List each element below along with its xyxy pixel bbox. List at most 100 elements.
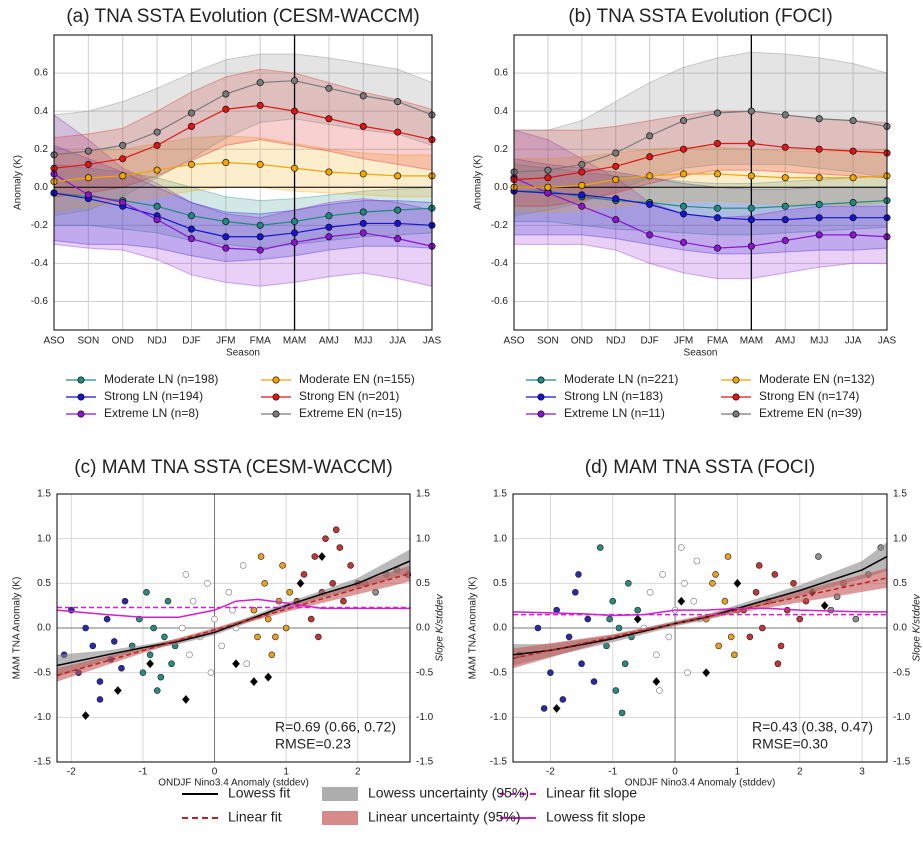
data-point	[110, 638, 118, 645]
legend-label: Moderate EN (n=155)	[299, 372, 415, 386]
data-point	[790, 580, 797, 587]
y-tick-label: -1.0	[34, 712, 52, 723]
data-point	[606, 615, 613, 623]
data-point	[659, 571, 666, 578]
x-tick-label: -1	[138, 767, 147, 778]
data-point	[827, 606, 835, 614]
annotation: RMSE=0.23	[275, 736, 351, 752]
data-point	[84, 191, 92, 199]
data-point	[139, 669, 147, 676]
y2-tick-label: -0.5	[893, 667, 911, 678]
x-tick-label: JFM	[674, 336, 693, 347]
x-axis-label: ONDJF Nino3.4 Anomaly (stddev)	[625, 778, 776, 789]
data-point	[612, 162, 620, 170]
data-point	[781, 174, 789, 182]
data-point	[612, 176, 620, 184]
series-line	[513, 177, 888, 249]
data-point	[713, 170, 721, 178]
data-point	[143, 588, 150, 596]
data-point	[578, 660, 585, 668]
y-tick-label: -1.5	[34, 757, 52, 768]
x-tick-label: MJJ	[810, 336, 828, 347]
data-point	[84, 160, 92, 168]
x-tick-label: ASO	[503, 336, 524, 347]
y-tick-label: -0.5	[490, 667, 508, 678]
data-point	[261, 580, 268, 587]
data-point	[733, 578, 742, 588]
data-point	[96, 678, 104, 685]
data-point	[575, 571, 582, 578]
data-point	[612, 149, 620, 157]
data-point	[646, 231, 654, 239]
data-point	[612, 195, 620, 203]
legend-label: Extreme EN (n=39)	[759, 406, 862, 420]
data-point	[179, 624, 186, 632]
data-point	[232, 659, 240, 669]
legend-label: Moderate LN (n=198)	[104, 372, 218, 386]
data-point	[256, 79, 264, 87]
y-tick-label: 0.0	[494, 182, 508, 193]
data-point	[752, 588, 760, 596]
data-point	[296, 578, 305, 588]
data-point	[680, 170, 688, 178]
data-point	[680, 117, 688, 125]
data-point	[150, 624, 157, 632]
y-tick-label: 0.5	[493, 578, 507, 589]
data-point	[713, 204, 721, 212]
legend-swatch	[77, 410, 85, 418]
data-point	[653, 651, 660, 659]
data-point	[394, 206, 402, 214]
data-point	[781, 202, 789, 210]
y2-axis-label: Slope K/stddev	[912, 593, 923, 661]
data-point	[119, 141, 127, 149]
data-point	[187, 122, 195, 130]
legend-label: Moderate EN (n=132)	[759, 372, 875, 386]
data-point	[359, 229, 367, 237]
data-point	[684, 669, 691, 676]
annotation: RMSE=0.30	[752, 736, 828, 752]
data-point	[820, 601, 829, 611]
data-point	[781, 237, 789, 245]
y-tick-label: -0.4	[491, 258, 509, 269]
x-tick-label: 3	[859, 767, 865, 778]
series-line	[53, 161, 432, 183]
data-point	[656, 687, 663, 694]
x-tick-label: -2	[67, 767, 76, 778]
y-tick-label: -0.2	[31, 220, 49, 231]
data-point	[544, 183, 552, 191]
x-tick-label: 0	[212, 767, 218, 778]
x-tick-label: NDJ	[147, 336, 166, 347]
fit-line	[56, 598, 410, 619]
data-point	[680, 145, 688, 153]
x-tick-label: 2	[797, 767, 803, 778]
data-point	[852, 615, 860, 623]
data-point	[300, 571, 308, 578]
x-tick-label: MAM	[740, 336, 763, 347]
legend-swatch	[272, 410, 280, 418]
data-point	[540, 705, 548, 712]
x-tick-label: JJA	[389, 336, 406, 347]
fit-line	[56, 560, 411, 667]
data-point	[256, 246, 264, 254]
data-point	[359, 92, 367, 100]
data-point	[359, 170, 367, 178]
data-point	[187, 160, 195, 168]
data-point	[612, 216, 620, 224]
y2-axis-label: Slope K/stddev	[435, 593, 446, 661]
data-point	[291, 229, 299, 237]
y-tick-label: -0.5	[34, 667, 52, 678]
y2-tick-label: 0.0	[893, 623, 907, 634]
legend-swatch	[537, 410, 545, 418]
data-point	[547, 669, 554, 676]
data-point	[161, 633, 168, 641]
data-point	[325, 168, 333, 176]
data-point	[168, 660, 175, 668]
data-point	[222, 159, 230, 167]
data-point	[774, 660, 782, 668]
data-point	[81, 711, 90, 721]
y-tick-label: 0.5	[37, 578, 51, 589]
chart-title: (c) MAM TNA SSTA (CESM-WACCM)	[74, 457, 392, 478]
data-point	[646, 132, 654, 140]
data-point	[153, 141, 161, 149]
data-point	[646, 588, 654, 596]
